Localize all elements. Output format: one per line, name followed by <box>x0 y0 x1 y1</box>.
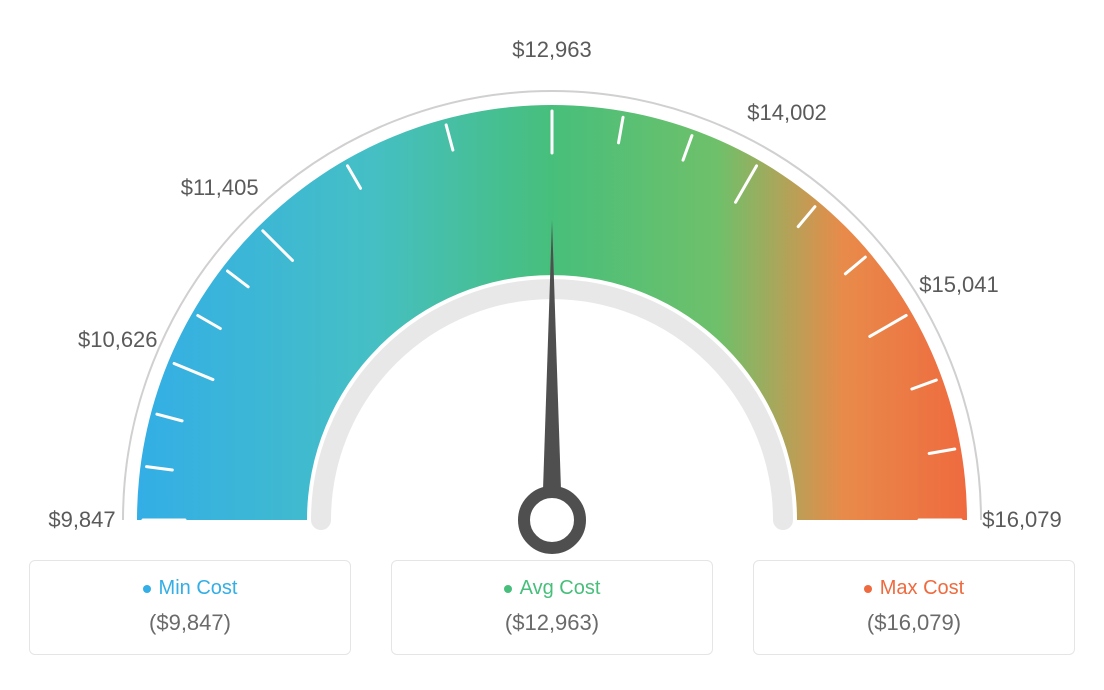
gauge-tick-label: $12,963 <box>512 37 592 63</box>
legend-card-min: Min Cost ($9,847) <box>29 560 351 655</box>
legend-dot-min <box>143 585 151 593</box>
legend-title-min: Min Cost <box>143 577 238 600</box>
legend-label-min: Min Cost <box>159 577 238 600</box>
legend-title-avg: Avg Cost <box>504 577 601 600</box>
gauge-tick-label: $14,002 <box>747 100 827 126</box>
gauge-tick-label: $16,079 <box>982 507 1062 533</box>
legend-value-avg: ($12,963) <box>402 610 702 636</box>
gauge-tick-label: $15,041 <box>919 272 999 298</box>
legend-value-min: ($9,847) <box>40 610 340 636</box>
legend-dot-max <box>864 585 872 593</box>
gauge-tick-label: $10,626 <box>78 327 158 353</box>
gauge-chart: $9,847 $10,626 $11,405 $12,963 $14,002 $15,04… <box>0 0 1104 560</box>
legend-card-max: Max Cost ($16,079) <box>753 560 1075 655</box>
legend-label-avg: Avg Cost <box>520 577 601 600</box>
legend-value-max: ($16,079) <box>764 610 1064 636</box>
gauge-tick-label: $11,405 <box>181 175 259 201</box>
legend-title-max: Max Cost <box>864 577 964 600</box>
gauge-needle-hub <box>524 492 580 548</box>
legend-row: Min Cost ($9,847) Avg Cost ($12,963) Max… <box>0 560 1104 675</box>
gauge-tick-label: $9,847 <box>48 507 115 533</box>
legend-card-avg: Avg Cost ($12,963) <box>391 560 713 655</box>
legend-label-max: Max Cost <box>880 577 964 600</box>
legend-dot-avg <box>504 585 512 593</box>
